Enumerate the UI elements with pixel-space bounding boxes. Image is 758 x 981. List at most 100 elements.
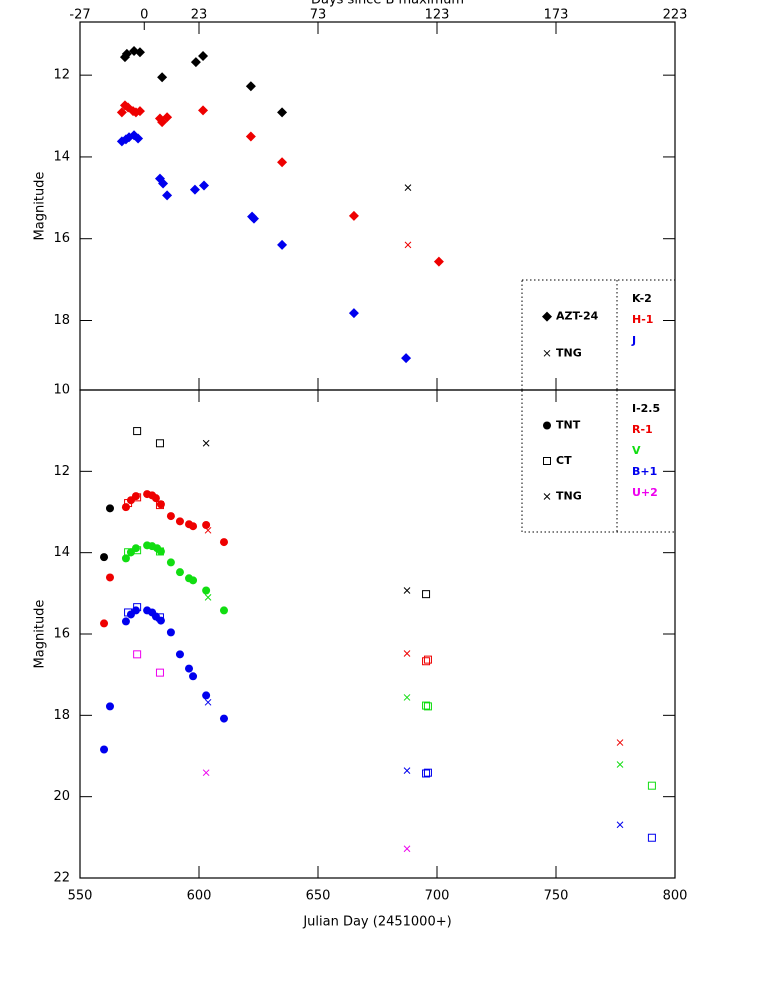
legend-label: U+2 bbox=[632, 486, 658, 499]
data-point bbox=[245, 131, 256, 142]
y-tick-label: 12 bbox=[53, 464, 70, 479]
x-tick-label: 650 bbox=[306, 889, 331, 904]
y-axis-label: Magnitude bbox=[33, 600, 48, 669]
data-point bbox=[198, 50, 209, 61]
data-point bbox=[189, 576, 198, 585]
data-point bbox=[121, 617, 130, 626]
data-point bbox=[124, 548, 133, 557]
data-point bbox=[133, 427, 142, 436]
x2-tick-label: 173 bbox=[544, 8, 569, 23]
legend-box bbox=[521, 389, 676, 533]
data-point bbox=[185, 664, 194, 673]
data-point bbox=[198, 180, 209, 191]
legend-marker bbox=[543, 457, 551, 465]
data-point bbox=[166, 512, 175, 521]
x2-tick-label: 0 bbox=[140, 8, 148, 23]
legend-label: B+1 bbox=[632, 465, 657, 478]
data-point bbox=[198, 105, 209, 116]
data-point bbox=[157, 72, 168, 83]
x-tick-label: 750 bbox=[544, 889, 569, 904]
data-point bbox=[175, 568, 184, 577]
legend-label: I-2.5 bbox=[632, 402, 660, 415]
data-point bbox=[248, 213, 259, 224]
legend-label: V bbox=[632, 444, 641, 457]
data-point bbox=[423, 768, 432, 777]
data-point bbox=[219, 714, 228, 723]
data-point bbox=[121, 503, 130, 512]
x-tick-label: 550 bbox=[68, 889, 93, 904]
x-axis-label: Julian Day (2451000+) bbox=[302, 915, 451, 930]
data-point bbox=[134, 47, 145, 58]
x2-tick-label: -27 bbox=[69, 8, 90, 23]
data-point bbox=[616, 739, 624, 746]
data-point bbox=[403, 694, 411, 701]
data-point bbox=[202, 586, 211, 595]
data-point bbox=[105, 702, 114, 711]
data-point bbox=[616, 821, 624, 829]
y-tick-label: 16 bbox=[53, 627, 70, 642]
x2-axis-label: Days since B maximum bbox=[311, 0, 464, 8]
legend-label: H-1 bbox=[632, 313, 653, 326]
data-point bbox=[121, 48, 132, 59]
legend-label: TNG bbox=[556, 346, 582, 359]
data-point bbox=[134, 106, 145, 117]
legend-marker bbox=[543, 421, 551, 430]
data-point bbox=[404, 184, 412, 191]
data-point bbox=[151, 494, 160, 503]
data-point bbox=[120, 134, 131, 145]
data-point bbox=[156, 500, 165, 509]
data-point bbox=[219, 606, 228, 615]
data-point bbox=[204, 698, 212, 706]
data-point bbox=[277, 239, 288, 250]
data-point bbox=[403, 845, 411, 853]
data-point bbox=[423, 655, 432, 664]
data-point bbox=[202, 691, 211, 700]
data-point bbox=[422, 701, 431, 710]
data-point bbox=[422, 590, 431, 599]
data-point bbox=[133, 603, 142, 612]
data-point bbox=[155, 668, 164, 677]
data-point bbox=[133, 546, 142, 555]
legend-marker bbox=[542, 311, 552, 322]
data-point bbox=[202, 521, 211, 530]
y-tick-label: 10 bbox=[53, 383, 70, 398]
legend-label: J bbox=[631, 334, 636, 347]
x-tick-label: 700 bbox=[425, 889, 450, 904]
data-point bbox=[423, 702, 432, 711]
data-point bbox=[219, 538, 228, 547]
x2-tick-label: 123 bbox=[425, 8, 450, 23]
legend-marker bbox=[543, 349, 551, 357]
data-point bbox=[401, 353, 412, 364]
data-point bbox=[189, 672, 198, 681]
legend-label: TNG bbox=[556, 490, 582, 503]
x-tick-label: 800 bbox=[663, 889, 688, 904]
y-tick-label: 12 bbox=[53, 68, 70, 83]
data-point bbox=[189, 184, 200, 195]
data-point bbox=[155, 501, 164, 510]
data-point bbox=[162, 190, 173, 201]
data-point bbox=[156, 547, 165, 556]
data-point bbox=[166, 628, 175, 637]
data-point bbox=[133, 650, 142, 659]
legend-label: K-2 bbox=[632, 292, 652, 305]
data-point bbox=[133, 493, 142, 502]
data-point bbox=[116, 107, 127, 118]
data-point bbox=[100, 619, 109, 628]
data-point bbox=[403, 650, 411, 657]
legend-marker bbox=[543, 493, 551, 500]
data-point bbox=[155, 547, 164, 556]
plot-frame bbox=[79, 21, 676, 391]
y-axis-label: Magnitude bbox=[33, 172, 48, 241]
y-tick-label: 18 bbox=[53, 708, 70, 723]
data-point bbox=[190, 57, 201, 68]
data-point bbox=[403, 767, 411, 774]
legend-label: TNT bbox=[556, 419, 581, 432]
data-point bbox=[105, 573, 114, 582]
data-point bbox=[277, 107, 288, 118]
data-point bbox=[133, 133, 144, 144]
data-point bbox=[202, 769, 210, 777]
data-point bbox=[155, 439, 164, 448]
data-point bbox=[124, 608, 133, 617]
data-point bbox=[204, 594, 212, 601]
